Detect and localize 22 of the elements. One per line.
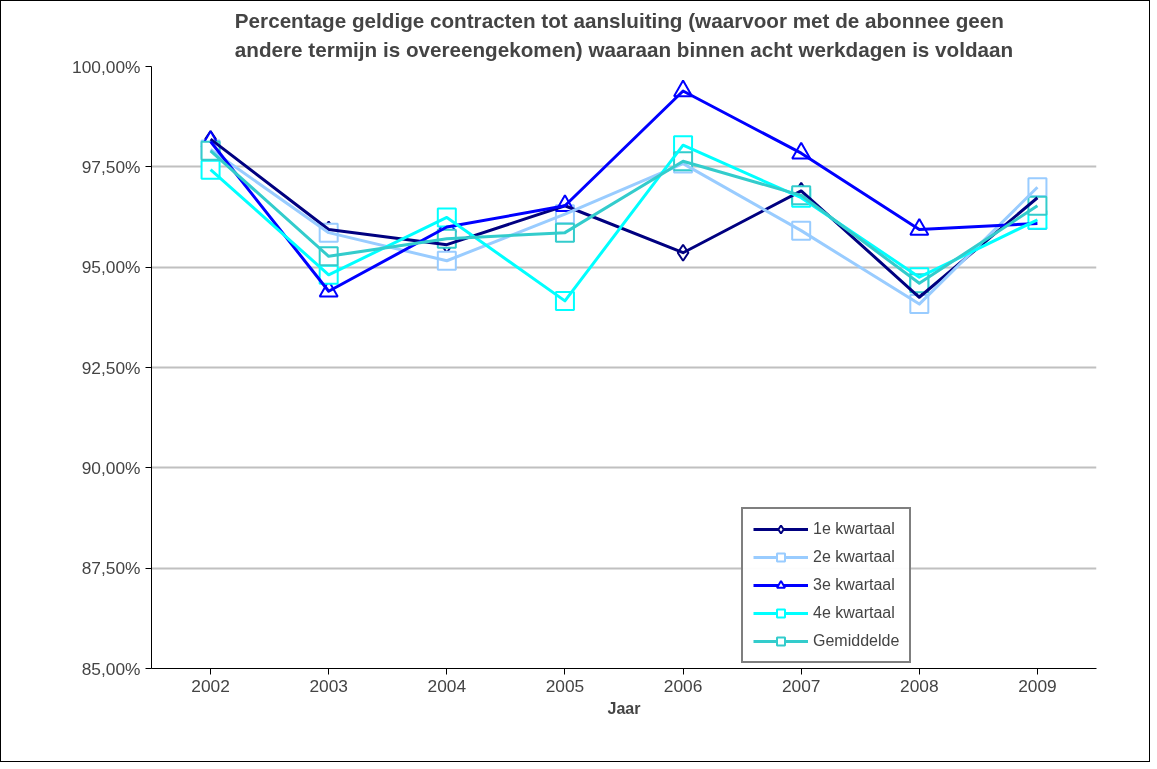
y-tick-label: 97,50% [81, 156, 141, 177]
y-tick-label: 100,00% [72, 56, 141, 77]
x-tick-label: 2004 [427, 675, 467, 696]
y-tick-label: 95,00% [81, 257, 141, 278]
x-tick-label: 2006 [663, 675, 703, 696]
legend-label: 1e kwartaal [813, 520, 895, 538]
x-tick-label: 2005 [545, 675, 585, 696]
y-tick-label: 90,00% [81, 457, 141, 478]
chart-title: Percentage geldige contracten tot aansluiting (waarvoor met de abonnee geen andere termijn is overeengekomen) waaraan binnen acht werkdagen is voldaan [234, 8, 1014, 62]
x-tick-label: 2007 [781, 675, 821, 696]
y-tick-label: 85,00% [81, 658, 141, 679]
legend-label: 3e kwartaal [813, 576, 895, 594]
x-axis-title: Jaar [607, 699, 641, 717]
legend-label: 2e kwartaal [813, 548, 895, 566]
x-tick-label: 2002 [191, 675, 230, 696]
y-tick-label: 92,50% [81, 357, 141, 378]
x-tick-label: 2009 [1018, 675, 1057, 696]
legend-label: Gemiddelde [813, 632, 900, 650]
x-tick-label: 2008 [900, 675, 939, 696]
legend-label: 4e kwartaal [813, 604, 895, 622]
y-tick-label: 87,50% [81, 558, 141, 579]
x-tick-label: 2003 [309, 675, 348, 696]
